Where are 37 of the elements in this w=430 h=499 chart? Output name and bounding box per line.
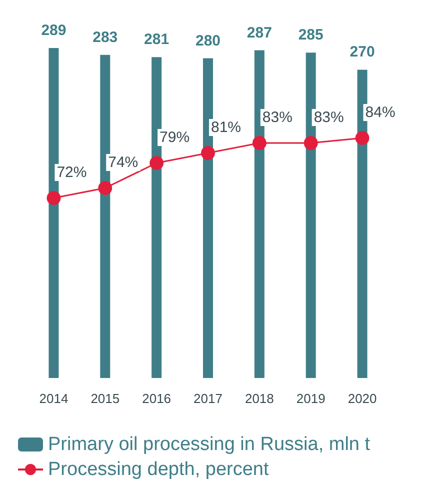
- point: [355, 131, 370, 145]
- data-label: 281: [144, 31, 170, 48]
- point: [201, 146, 215, 160]
- bar: [48, 48, 59, 378]
- point: [98, 181, 112, 195]
- data-label: 83%: [314, 109, 344, 126]
- data-label: 285: [298, 26, 324, 44]
- data-label: 283: [92, 28, 118, 46]
- bar: [100, 54, 110, 378]
- x-tick-label: 2015: [90, 391, 120, 406]
- data-label: 81%: [210, 119, 242, 136]
- data-label: 270: [350, 44, 375, 61]
- legend-label: Primary oil processing in Russia, mln t: [48, 434, 371, 455]
- data-label: 289: [41, 22, 66, 39]
- x-tick-label: 2018: [244, 391, 274, 406]
- x-tick-label: 2019: [296, 391, 326, 406]
- data-label: 83%: [262, 109, 292, 126]
- x-tick-label: 2014: [39, 391, 68, 406]
- data-label: 79%: [160, 129, 190, 146]
- bar: [152, 57, 162, 378]
- data-label: 74%: [108, 154, 138, 171]
- data-label: 84%: [365, 104, 396, 121]
- point: [304, 136, 318, 150]
- legend-label: Processing depth, percent: [48, 459, 270, 480]
- x-tick-label: 2016: [142, 391, 172, 406]
- point: [252, 136, 266, 150]
- data-label: 287: [246, 24, 272, 42]
- x-tick-label: 2017: [194, 391, 222, 406]
- point: [46, 191, 61, 205]
- data-label: 72%: [56, 164, 87, 181]
- data-label: 280: [195, 32, 221, 50]
- point: [150, 156, 164, 170]
- bar: [357, 70, 368, 378]
- bar: [306, 52, 316, 378]
- bar: [203, 58, 213, 378]
- x-tick-label: 2020: [348, 391, 377, 406]
- bar: [254, 50, 264, 378]
